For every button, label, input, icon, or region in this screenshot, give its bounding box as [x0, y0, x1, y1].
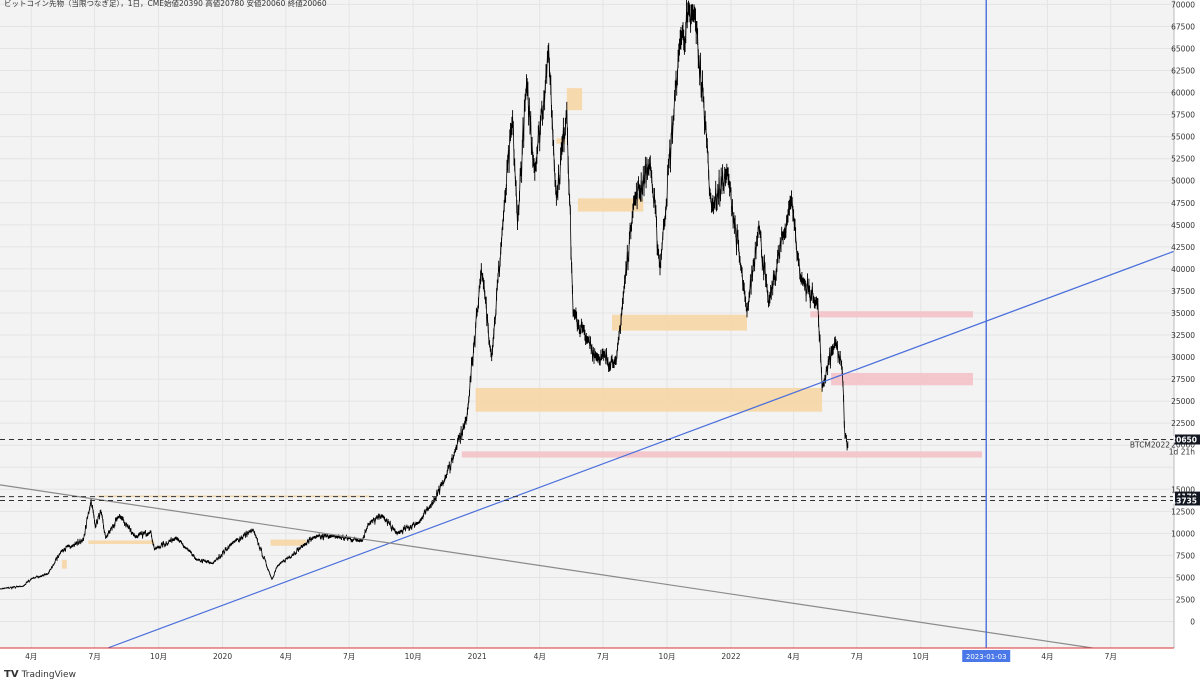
price-label-badge — [1175, 434, 1200, 445]
time-tick-label: 7月 — [343, 652, 355, 661]
orange-zone — [88, 540, 155, 544]
price-tick-label: 60000 — [1171, 89, 1195, 98]
orange-zone — [566, 88, 583, 111]
time-tick-label: 10月 — [405, 652, 422, 661]
price-tick-label: 45000 — [1171, 221, 1195, 230]
time-tick-label: 2022 — [721, 652, 740, 661]
price-tick-label: 35000 — [1171, 309, 1195, 318]
orange-zone — [61, 559, 67, 569]
orange-zone — [577, 198, 644, 212]
price-axis-panel — [1174, 0, 1200, 648]
chart-title: ビットコイン先物（当限つなぎ足），1日，CME — [4, 0, 164, 8]
price-tick-label: 0 — [1190, 618, 1195, 627]
time-tick-label: 4月 — [280, 652, 292, 661]
time-tick-label: 10月 — [150, 652, 167, 661]
time-tick-label: 2021 — [468, 652, 487, 661]
price-tick-label: 30000 — [1171, 353, 1195, 362]
price-tick-label: 2500 — [1176, 596, 1195, 605]
price-tick-label: 47500 — [1171, 199, 1195, 208]
price-tick-label: 50000 — [1171, 177, 1195, 186]
price-tick-label: 42500 — [1171, 243, 1195, 252]
orange-zone — [612, 314, 747, 331]
price-tick-label: 37500 — [1171, 287, 1195, 296]
price-tick-label: 65000 — [1171, 44, 1195, 53]
price-tick-label: 27500 — [1171, 375, 1195, 384]
price-tick-label: 1d 21h — [1169, 447, 1195, 456]
time-tick-label: 7月 — [1105, 652, 1117, 661]
price-series-line[interactable] — [0, 6, 849, 590]
price-tick-label: 20060 — [1171, 441, 1195, 450]
price-label-badge — [1175, 495, 1200, 506]
pink-zone — [461, 451, 983, 458]
price-tick-label: 62500 — [1171, 67, 1195, 76]
orange-zone — [475, 387, 823, 412]
pink-zone — [810, 311, 974, 318]
time-tick-label: 7月 — [851, 652, 863, 661]
tradingview-logo-icon[interactable]: 𝗧𝗩 — [4, 669, 19, 680]
price-tick-label: 55000 — [1171, 133, 1195, 142]
price-label-text: 20650 — [1171, 435, 1197, 444]
time-tick-label: 2020 — [213, 652, 232, 661]
time-tick-label: 10月 — [658, 652, 675, 661]
price-label-text: 13735 — [1171, 496, 1197, 505]
series-name-label: BTCM2022 — [1130, 441, 1170, 450]
support-trendline[interactable] — [107, 250, 1175, 649]
resistance-trendline[interactable] — [0, 484, 1093, 649]
ohlc-readout: 始値20390 高値20780 安値20060 終値20060 — [164, 0, 327, 8]
price-tick-label: 40000 — [1171, 265, 1195, 274]
time-tick-label: 4月 — [534, 652, 546, 661]
price-tick-label: 22500 — [1171, 419, 1195, 428]
orange-zone — [97, 495, 371, 497]
price-tick-label: 5000 — [1176, 573, 1195, 582]
time-tick-label: 7月 — [88, 652, 100, 661]
time-axis-panel — [0, 648, 1200, 664]
time-tick-label: 4月 — [787, 652, 799, 661]
orange-zone — [270, 539, 307, 546]
plot-background — [0, 0, 1174, 648]
time-tick-label: 4月 — [1041, 652, 1053, 661]
footer: 𝗧𝗩 TradingView — [4, 668, 76, 681]
pink-zone — [831, 372, 974, 386]
price-tick-label: 15000 — [1171, 485, 1195, 494]
orange-zone — [556, 138, 566, 144]
price-tick-label: 12500 — [1171, 507, 1195, 516]
date-highlight-badge — [962, 650, 1011, 662]
brand-name: TradingView — [21, 669, 76, 680]
price-tick-label: 10000 — [1171, 529, 1195, 538]
time-tick-label: 2023-01-03 — [966, 653, 1007, 661]
time-tick-label: 10月 — [912, 652, 929, 661]
price-tick-label: 70000 — [1171, 0, 1195, 9]
price-tick-label: 7500 — [1176, 551, 1195, 560]
price-tick-label: 32500 — [1171, 331, 1195, 340]
price-tick-label: 57500 — [1171, 111, 1195, 120]
price-tick-label: 25000 — [1171, 397, 1195, 406]
time-tick-label: 7月 — [597, 652, 609, 661]
price-tick-label: 52500 — [1171, 155, 1195, 164]
time-tick-label: 4月 — [25, 652, 37, 661]
price-tick-label: 67500 — [1171, 22, 1195, 31]
